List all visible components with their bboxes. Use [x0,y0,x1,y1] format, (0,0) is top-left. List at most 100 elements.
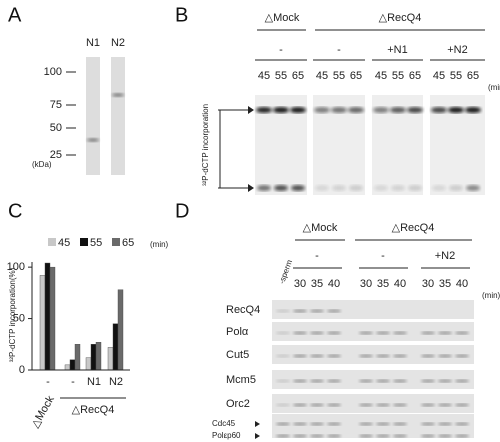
time-label: 30 [422,278,434,290]
bar [69,359,76,371]
band [310,403,324,407]
time-label: 65 [292,70,304,82]
band [359,434,373,438]
band [327,354,341,358]
band [293,309,307,313]
band [455,434,469,438]
band [327,331,341,335]
time-label: 45 [316,70,328,82]
band [421,422,435,426]
band [465,107,481,113]
bar [44,262,51,371]
condition-label: +N2 [435,250,456,262]
marker-label: 75 [50,99,62,111]
band [421,379,435,383]
band [293,379,307,383]
time-label: 45 [258,70,270,82]
legend-swatch [48,238,56,246]
band [332,185,346,191]
time-label: 65 [409,70,421,82]
legend-swatch [112,238,120,246]
x-tick-label: - [71,376,75,388]
band [327,434,341,438]
band [87,138,99,142]
blot-strip [272,300,474,319]
condition-label: - [315,250,319,262]
group-label: △Mock [303,222,338,234]
lane-label: N1 [86,37,100,49]
unit-label: (min) [488,83,500,92]
row-label: Cdc45 [212,419,236,428]
panel-label: D [175,200,189,222]
time-label: 65 [350,70,362,82]
band [421,434,435,438]
band [376,403,390,407]
time-label: 35 [439,278,451,290]
band [276,434,290,438]
band [376,379,390,383]
band [290,107,306,113]
band [449,185,463,191]
band [293,422,307,426]
bar [39,275,46,371]
time-label: 35 [311,278,323,290]
unit-label: (min) [482,291,500,300]
band [112,93,124,97]
legend-label: 65 [122,237,134,249]
bar [112,323,119,371]
band [376,331,390,335]
legend-swatch [80,238,88,246]
legend-label: 55 [90,237,102,249]
band [310,422,324,426]
band [293,354,307,358]
time-label: 55 [392,70,404,82]
arrow [255,433,260,439]
band [455,422,469,426]
row-label: RecQ4 [226,304,260,316]
time-label: 55 [275,70,287,82]
band [376,422,390,426]
gel-strip [111,57,125,175]
x-tick-label: N2 [109,376,123,388]
band [310,379,324,383]
band [310,354,324,358]
arrow [255,421,260,427]
time-label: 40 [394,278,406,290]
time-label: 40 [328,278,340,290]
time-label: 55 [450,70,462,82]
bar [49,266,56,371]
bar [90,344,97,371]
gel-strip [86,57,100,175]
band [314,107,330,113]
group-label: △RecQ4 [379,12,422,24]
group-label: △Mock [29,393,57,430]
band [393,354,407,358]
band [438,434,452,438]
band [448,107,464,113]
row-label: Cut5 [226,349,249,361]
bar [95,342,102,371]
band [291,185,305,191]
band [455,379,469,383]
blot-strip [272,394,474,413]
band [455,403,469,407]
time-label: 35 [377,278,389,290]
time-label: 40 [456,278,468,290]
band [327,422,341,426]
band [276,422,290,426]
band [293,331,307,335]
condition-label: - [337,44,341,56]
time-label: 55 [333,70,345,82]
band [348,107,364,113]
band [376,354,390,358]
blot-strip [272,322,474,341]
time-label: 45 [433,70,445,82]
legend-unit: (min) [150,240,169,249]
band [393,434,407,438]
band [455,331,469,335]
arrow [248,106,254,114]
band [359,354,373,358]
band [438,354,452,358]
y-tick-label: 50 [13,312,25,324]
